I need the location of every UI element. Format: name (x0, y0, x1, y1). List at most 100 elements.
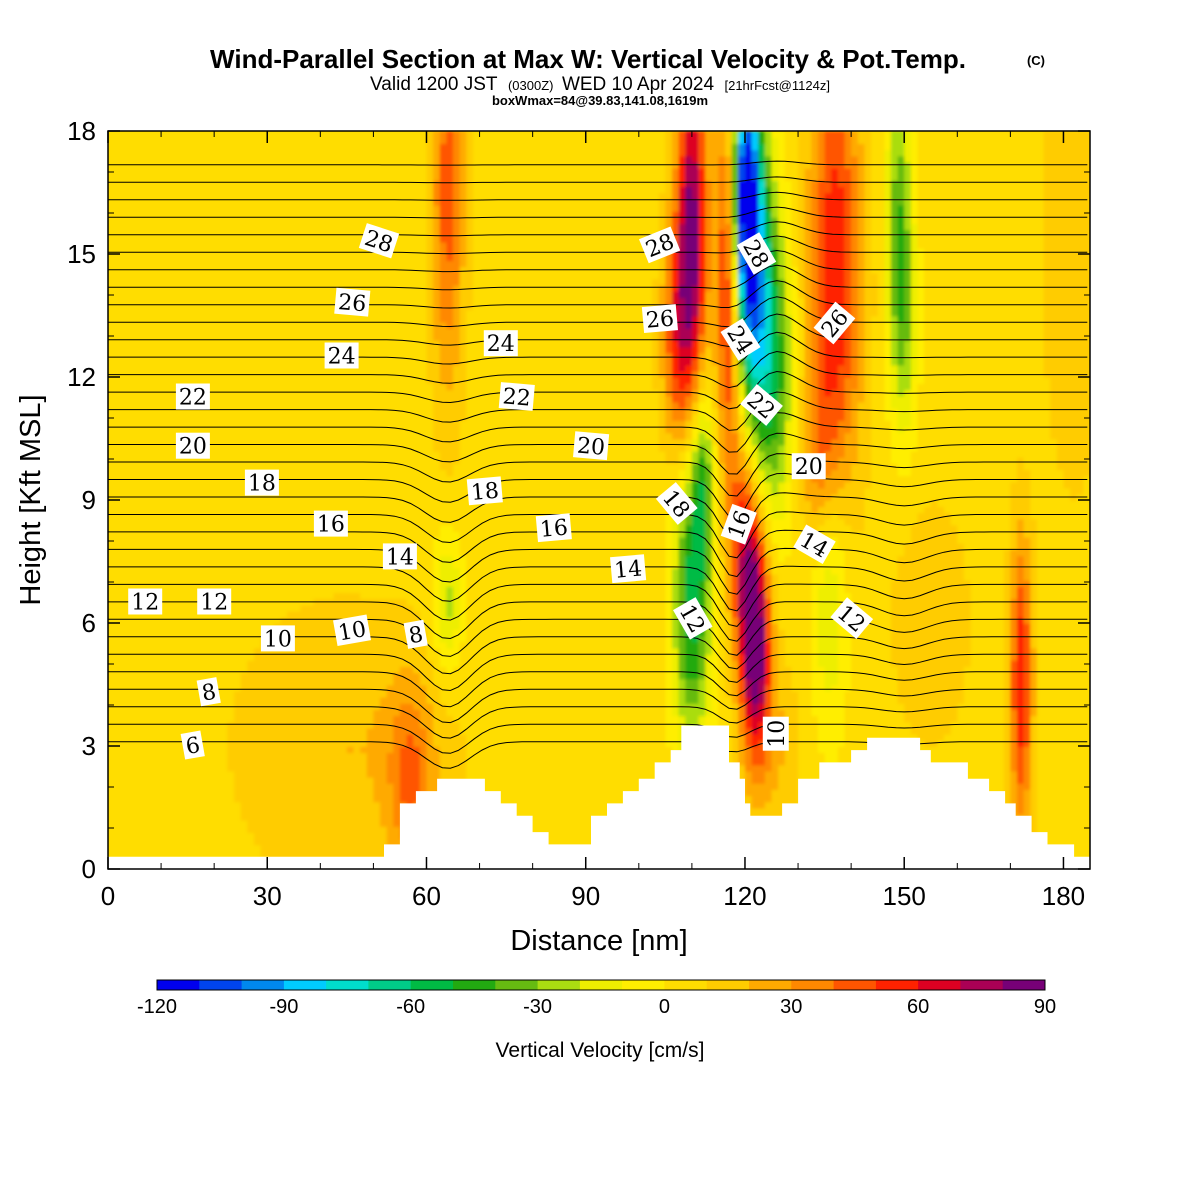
w-cell (214, 629, 222, 637)
w-cell (273, 377, 282, 384)
w-cell (108, 727, 116, 735)
w-cell (307, 604, 315, 612)
w-cell (307, 383, 315, 391)
w-cell (167, 358, 176, 366)
w-cell (121, 469, 129, 477)
w-cell (234, 826, 242, 833)
w-cell (353, 481, 361, 489)
w-cell (181, 524, 189, 532)
w-cell (240, 604, 249, 612)
w-cell (287, 512, 295, 520)
w-cell (260, 733, 268, 741)
w-cell (273, 383, 282, 391)
w-cell (293, 758, 302, 766)
w-cell (207, 321, 215, 329)
w-cell (340, 813, 348, 821)
w-cell (293, 327, 302, 335)
w-cell (134, 210, 142, 218)
w-cell (333, 260, 341, 268)
w-cell (287, 389, 295, 397)
w-cell (313, 315, 322, 323)
w-cell (174, 247, 182, 255)
w-cell (313, 807, 322, 815)
w-cell (227, 739, 235, 747)
w-cell (380, 826, 388, 833)
w-cell (273, 241, 282, 249)
w-cell (333, 801, 341, 809)
w-cell (174, 284, 182, 292)
w-cell (273, 512, 282, 520)
w-cell (247, 174, 255, 181)
w-cell (134, 739, 142, 747)
w-cell (187, 715, 195, 723)
w-cell (346, 383, 355, 391)
w-cell (134, 229, 142, 237)
w-cell (161, 358, 169, 366)
w-cell (154, 444, 162, 452)
w-cell (300, 469, 308, 477)
w-cell (234, 500, 242, 507)
w-cell (227, 635, 235, 643)
w-cell (267, 752, 275, 760)
w-cell (167, 536, 176, 544)
w-cell (127, 438, 136, 446)
w-cell (340, 838, 348, 846)
w-cell (147, 506, 156, 514)
w-cell (181, 204, 189, 212)
w-cell (174, 838, 182, 846)
w-cell (307, 715, 315, 723)
w-cell (127, 155, 136, 163)
w-cell (247, 709, 255, 717)
w-cell (108, 647, 116, 655)
w-cell (346, 709, 355, 717)
w-cell (340, 795, 348, 803)
w-cell (194, 297, 202, 304)
w-cell (161, 327, 169, 335)
w-cell (267, 327, 275, 335)
w-cell (234, 850, 242, 858)
w-cell (127, 696, 136, 704)
w-cell (307, 826, 315, 833)
w-cell (260, 536, 268, 544)
w-cell (260, 383, 268, 391)
w-cell (313, 672, 322, 680)
w-cell (220, 666, 229, 673)
w-cell (307, 438, 315, 446)
w-cell (214, 659, 222, 667)
w-cell (220, 143, 229, 151)
w-cell (134, 813, 142, 821)
w-cell (373, 137, 381, 145)
w-cell (234, 739, 242, 747)
w-cell (346, 746, 355, 753)
w-cell (207, 149, 215, 157)
w-cell (280, 690, 288, 698)
w-cell (127, 573, 136, 581)
w-cell (220, 463, 229, 471)
w-cell (366, 684, 375, 692)
w-cell (287, 131, 295, 138)
w-cell (333, 383, 341, 391)
w-cell (280, 801, 288, 809)
w-cell (114, 746, 122, 753)
w-cell (214, 512, 222, 520)
w-cell (300, 327, 308, 335)
w-cell (121, 340, 129, 348)
w-cell (114, 420, 122, 427)
w-cell (134, 782, 142, 790)
w-cell (320, 131, 328, 138)
w-cell (220, 678, 229, 686)
w-cell (280, 167, 288, 175)
w-cell (121, 260, 129, 268)
w-cell (373, 647, 381, 655)
w-cell (227, 524, 235, 532)
w-cell (220, 198, 229, 206)
w-cell (234, 481, 242, 489)
w-cell (227, 850, 235, 858)
w-cell (247, 235, 255, 243)
w-cell (220, 690, 229, 698)
w-cell (280, 358, 288, 366)
w-cell (313, 850, 322, 858)
w-cell (247, 167, 255, 175)
w-cell (287, 592, 295, 600)
w-cell (247, 758, 255, 766)
